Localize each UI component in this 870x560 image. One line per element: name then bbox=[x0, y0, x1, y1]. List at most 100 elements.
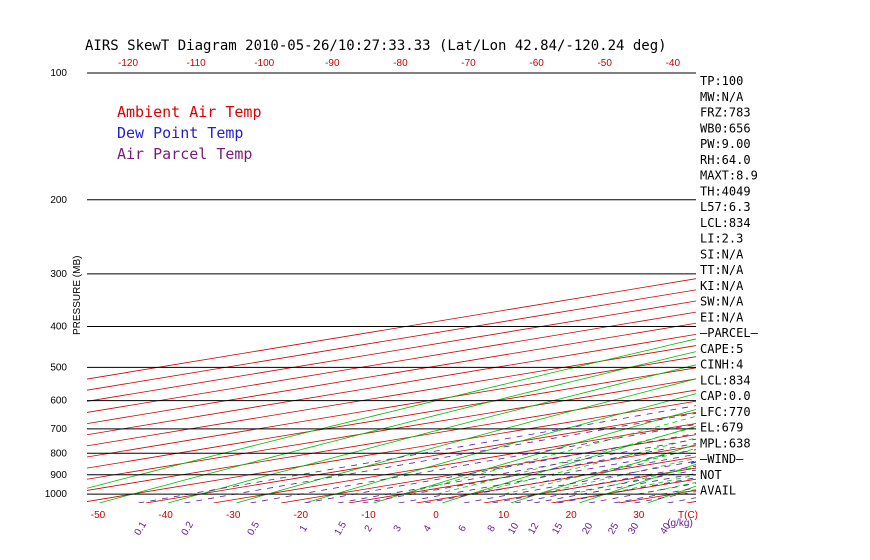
isotherm-line bbox=[87, 356, 696, 458]
mixing-ratio-line bbox=[492, 465, 696, 503]
dry-adiabat-line bbox=[442, 425, 696, 503]
pressure-tick-label: 600 bbox=[50, 396, 67, 407]
isotherm-line bbox=[87, 333, 696, 436]
bottom-temp-tick-label: -40 bbox=[158, 510, 173, 521]
index-label: LFC:770 bbox=[700, 405, 751, 419]
mixing-ratio-line bbox=[398, 449, 696, 503]
bottom-temp-unit: T(C) bbox=[678, 510, 698, 521]
index-label: EL:679 bbox=[700, 421, 743, 435]
mixing-ratio-tick-label: 0.2 bbox=[180, 520, 197, 538]
legend: Ambient Air Temp Dew Point Temp Air Parc… bbox=[117, 103, 262, 163]
index-label: NOT bbox=[700, 468, 722, 482]
mixing-ratio-tick-label: 4 bbox=[422, 523, 435, 534]
mixing-ratio-tick-label: 30 bbox=[626, 521, 641, 537]
dry-adiabat-line bbox=[373, 409, 696, 503]
index-label: MPL:638 bbox=[700, 436, 751, 450]
mixing-ratio-tick-label: 6 bbox=[457, 523, 470, 534]
isotherm-line bbox=[822, 73, 870, 503]
mixing-ratio-tick-label: 25 bbox=[606, 521, 621, 537]
pressure-axis: 100 200 300 400 500 600 700 800 900 1000 bbox=[45, 68, 68, 500]
index-label: TT:N/A bbox=[700, 263, 744, 277]
isotherm-line bbox=[87, 389, 696, 491]
bottom-temp-tick-label: -20 bbox=[294, 510, 309, 521]
index-label: PW:9.00 bbox=[700, 137, 751, 151]
index-label: MAXT:8.9 bbox=[700, 169, 758, 183]
mixing-ratio-tick-label: 8 bbox=[486, 523, 499, 534]
top-temp-tick-label: -50 bbox=[597, 58, 612, 69]
chart-title: AIRS SkewT Diagram 2010-05-26/10:27:33.3… bbox=[85, 38, 667, 54]
index-label: CAP:0.0 bbox=[700, 389, 751, 403]
isotherm-line bbox=[87, 400, 696, 502]
isotherm-line bbox=[348, 445, 696, 503]
pressure-tick-label: 400 bbox=[50, 322, 67, 333]
pressure-tick-label: 500 bbox=[50, 362, 67, 373]
pressure-tick-label: 700 bbox=[50, 424, 67, 435]
isotherm-line bbox=[87, 345, 696, 447]
mixing-ratio-line bbox=[362, 443, 696, 503]
pressure-tick-label: 1000 bbox=[45, 489, 68, 500]
mixing-ratio-line bbox=[634, 491, 696, 503]
top-temp-tick-label: -110 bbox=[186, 58, 206, 69]
isobar-lines bbox=[87, 72, 696, 495]
index-label: EI:N/A bbox=[700, 310, 744, 324]
index-label: MW:N/A bbox=[700, 90, 744, 104]
bottom-temp-tick-label: -50 bbox=[91, 510, 106, 521]
mixing-ratio-tick-label: 12 bbox=[526, 521, 541, 537]
index-label: WB0:656 bbox=[700, 121, 751, 135]
isotherm-line bbox=[87, 378, 696, 480]
moist-adiabat-line bbox=[741, 200, 870, 494]
mixing-ratio-tick-label: 0.5 bbox=[246, 520, 263, 538]
index-label: AVAIL bbox=[700, 484, 736, 498]
pressure-tick-label: 800 bbox=[50, 448, 67, 459]
mixing-ratio-tick-label: 15 bbox=[550, 521, 565, 537]
top-temp-tick-label: -90 bbox=[325, 58, 340, 69]
isotherm-line bbox=[416, 456, 696, 503]
mixing-ratio-tick-label: 1.5 bbox=[333, 520, 350, 538]
top-temp-tick-label: -100 bbox=[254, 58, 274, 69]
pressure-tick-label: 100 bbox=[50, 68, 67, 79]
pressure-tick-label: 200 bbox=[50, 195, 67, 206]
isotherm-line bbox=[213, 423, 696, 503]
index-label: CINH:4 bbox=[700, 358, 743, 372]
index-label: FRZ:783 bbox=[700, 106, 751, 120]
index-label: LCL:834 bbox=[700, 373, 751, 387]
isotherm-line bbox=[145, 411, 696, 503]
dry-adiabat-line bbox=[99, 351, 696, 503]
mixing-ratio-tick-label: 2 bbox=[363, 523, 376, 534]
bottom-temp-tick-label: -10 bbox=[361, 510, 376, 521]
mixing-ratio-line bbox=[463, 460, 696, 503]
bottom-temp-tick-label: 0 bbox=[433, 510, 439, 521]
index-label: —PARCEL— bbox=[700, 326, 759, 340]
bottom-temp-axis: -50 -40 -30 -20 -10 0 10 20 30 T(C) bbox=[91, 510, 698, 521]
mixing-ratio-tick-label: 20 bbox=[580, 521, 595, 537]
index-label: —WIND— bbox=[700, 452, 744, 466]
y-axis-label: PRESSURE (MB) bbox=[72, 256, 83, 335]
mixing-ratio-line bbox=[337, 438, 696, 503]
moist-adiabat-line bbox=[639, 482, 696, 495]
moist-adiabat-line bbox=[436, 426, 696, 495]
bottom-temp-tick-label: 10 bbox=[498, 510, 510, 521]
index-label: TP:100 bbox=[700, 74, 743, 88]
isotherm-line bbox=[483, 467, 696, 503]
index-label: TH:4049 bbox=[700, 184, 751, 198]
top-temp-tick-label: -40 bbox=[666, 58, 681, 69]
mixing-ratio-line bbox=[667, 497, 696, 503]
isotherm-line bbox=[754, 73, 870, 503]
top-temp-tick-label: -120 bbox=[118, 58, 138, 69]
dry-adiabat-line bbox=[304, 393, 696, 503]
dry-adiabat-line bbox=[785, 73, 870, 503]
mixing-ratio-tick-label: 10 bbox=[506, 521, 521, 537]
dry-adiabat-line bbox=[854, 73, 870, 503]
dry-adiabat-line bbox=[87, 338, 696, 489]
index-label: SI:N/A bbox=[700, 247, 744, 261]
mixing-ratio-tick-label: 1 bbox=[298, 523, 311, 534]
mixing-ratio-line bbox=[138, 405, 696, 503]
top-temp-tick-label: -70 bbox=[461, 58, 476, 69]
mixing-ratio-tick-label: 3 bbox=[392, 523, 405, 534]
bottom-temp-tick-label: 30 bbox=[633, 510, 645, 521]
index-label: LI:2.3 bbox=[700, 232, 743, 246]
moist-adiabat-line bbox=[402, 415, 696, 495]
top-temp-tick-label: -60 bbox=[529, 58, 544, 69]
